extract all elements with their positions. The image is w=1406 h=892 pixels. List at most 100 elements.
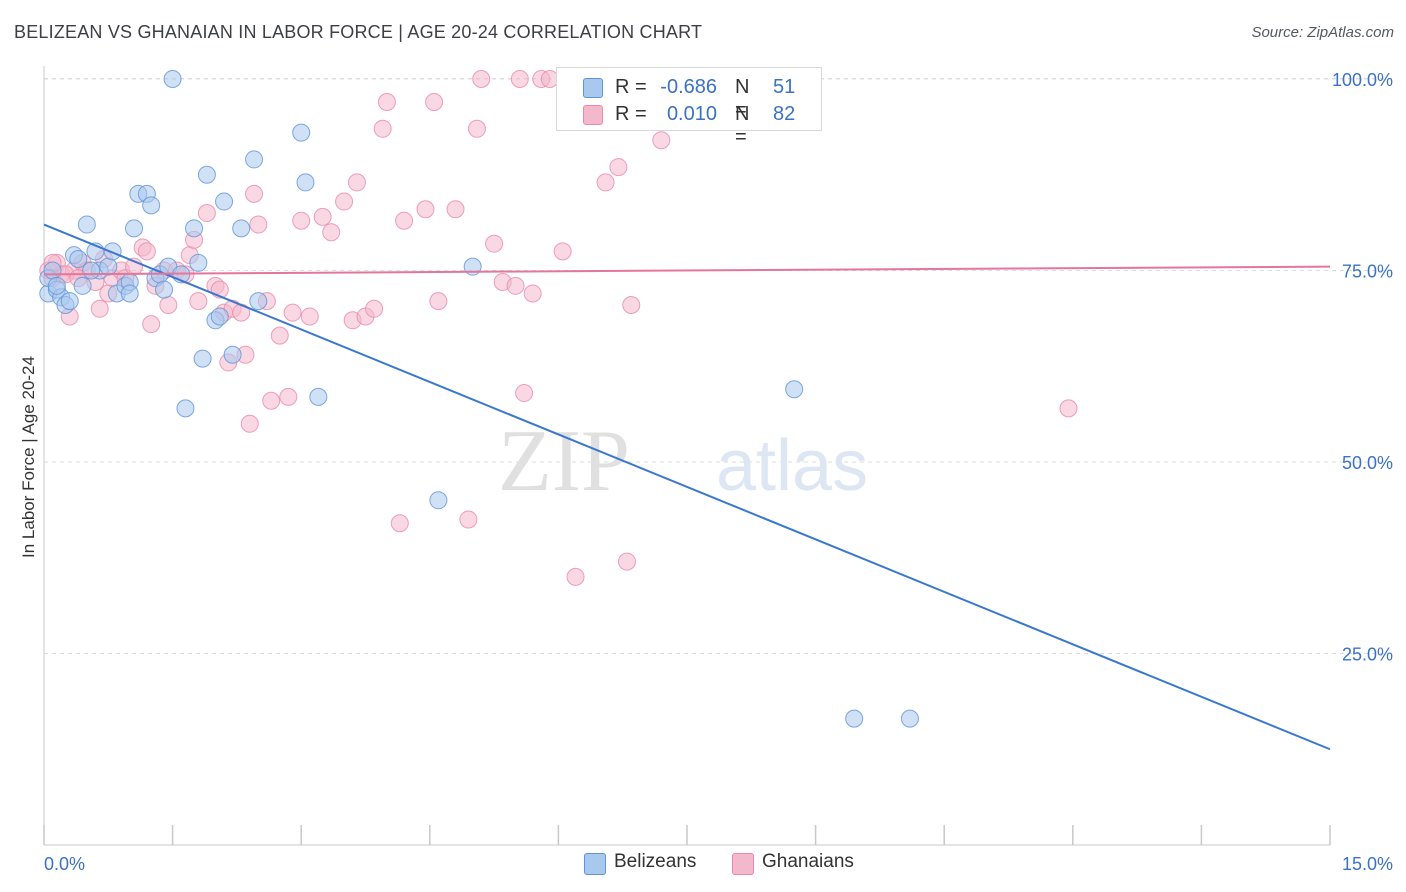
belizean-point	[176, 399, 195, 418]
legend-n-value: 82	[773, 103, 796, 125]
data-points	[39, 70, 1078, 728]
x-tick-labels: 0.0% 15.0%	[44, 854, 1393, 874]
ghanaian-point	[197, 204, 216, 223]
ghanaian-point	[142, 315, 161, 334]
ghanaian-point	[395, 211, 414, 230]
legend-swatch-blue	[583, 78, 603, 98]
y-tick-label: 75.0%	[1342, 262, 1393, 282]
ghanaian-point	[523, 284, 542, 303]
x-tick-label: 0.0%	[44, 854, 85, 874]
ghanaian-point	[283, 303, 302, 322]
belizean-point	[245, 150, 264, 169]
bottom-legend-ghanaians: Ghanaians	[762, 851, 854, 872]
axes	[43, 66, 1331, 846]
ghanaian-point	[652, 131, 671, 150]
ghanaian-point	[553, 242, 572, 261]
y-tick-label: 100.0%	[1332, 70, 1393, 90]
belizean-point	[223, 345, 242, 364]
belizean-point	[292, 123, 311, 142]
belizean-trend-line	[43, 223, 1331, 751]
belizean-point	[232, 219, 251, 238]
belizean-point	[215, 192, 234, 211]
ghanaian-point	[510, 70, 529, 88]
ghanaian-point	[446, 200, 465, 219]
ghanaian-point	[459, 510, 478, 529]
belizean-point	[103, 242, 122, 261]
ghanaian-point	[270, 326, 289, 345]
ghanaian-point	[1059, 399, 1078, 418]
belizean-point	[82, 261, 101, 280]
belizean-point	[210, 307, 229, 326]
belizean-point	[193, 349, 212, 368]
ghanaian-point	[485, 234, 504, 253]
trend-lines	[43, 223, 1331, 751]
ghanaian-point	[335, 192, 354, 211]
belizean-point	[77, 215, 96, 234]
belizean-point	[845, 709, 864, 728]
y-tick-label: 25.0%	[1342, 645, 1393, 665]
belizean-point	[429, 491, 448, 510]
legend-n-label: N =	[735, 76, 750, 121]
belizean-point	[785, 380, 804, 399]
ghanaian-point	[377, 92, 396, 111]
ghanaian-point	[347, 173, 366, 192]
belizean-point	[47, 276, 66, 295]
y-tick-labels: 25.0% 50.0% 75.0% 100.0%	[1332, 70, 1393, 665]
ghanaian-point	[390, 514, 409, 533]
ghanaian-point	[416, 200, 435, 219]
ghanaian-point	[137, 242, 156, 261]
ghanaian-point	[506, 276, 525, 295]
ghanaian-point	[90, 299, 109, 318]
y-axis-label: In Labor Force | Age 20-24	[19, 356, 38, 558]
belizean-point	[120, 284, 139, 303]
ghanaian-point	[596, 173, 615, 192]
ghanaian-point	[467, 119, 486, 138]
watermark-zip: ZIP	[498, 413, 630, 510]
belizean-point	[249, 292, 268, 311]
ghanaian-point	[313, 207, 332, 226]
bottom-legend-belizeans: Belizeans	[614, 851, 697, 872]
grid-lines	[44, 78, 1392, 654]
legend-r-value: 0.010	[666, 103, 717, 125]
belizean-point	[69, 250, 88, 269]
belizean-point	[43, 261, 62, 280]
legend-r-label: R =	[615, 76, 647, 98]
ghanaian-point	[240, 414, 259, 433]
ghanaian-point	[373, 119, 392, 138]
legend-n-value: 51	[773, 76, 796, 98]
belizean-point	[60, 292, 79, 311]
belizean-point	[189, 253, 208, 272]
belizean-point	[142, 196, 161, 215]
ghanaian-point	[262, 391, 281, 410]
belizean-point	[73, 276, 92, 295]
ghanaian-point	[322, 223, 341, 242]
bottom-legend-swatch-ghanaians	[732, 853, 754, 875]
ghanaian-point	[300, 307, 319, 326]
ghanaian-point	[292, 211, 311, 230]
belizean-point	[125, 219, 144, 238]
legend-n-label: N =	[735, 103, 750, 148]
watermark-atlas: atlas	[716, 426, 868, 506]
ghanaian-point	[472, 70, 491, 88]
legend-r-label: R =	[615, 103, 647, 125]
belizean-point	[185, 219, 204, 238]
stats-legend: R = -0.686 N = 51 R = 0.010 N = 82	[556, 67, 822, 148]
ghanaian-point	[279, 387, 298, 406]
ghanaian-point	[189, 292, 208, 311]
ghanaian-point	[566, 567, 585, 586]
ghanaian-point	[609, 158, 628, 177]
belizean-point	[900, 709, 919, 728]
x-tick-label: 15.0%	[1342, 854, 1393, 874]
belizean-point	[99, 257, 118, 276]
ghanaian-point	[617, 552, 636, 571]
belizean-point	[155, 280, 174, 299]
belizean-point	[296, 173, 315, 192]
ghanaian-point	[245, 184, 264, 203]
y-tick-label: 50.0%	[1342, 453, 1393, 473]
legend-swatch-pink	[583, 105, 603, 125]
ghanaian-point	[515, 384, 534, 403]
ghanaian-point	[622, 295, 641, 314]
ghanaian-point	[249, 215, 268, 234]
ghanaian-point	[159, 295, 178, 314]
